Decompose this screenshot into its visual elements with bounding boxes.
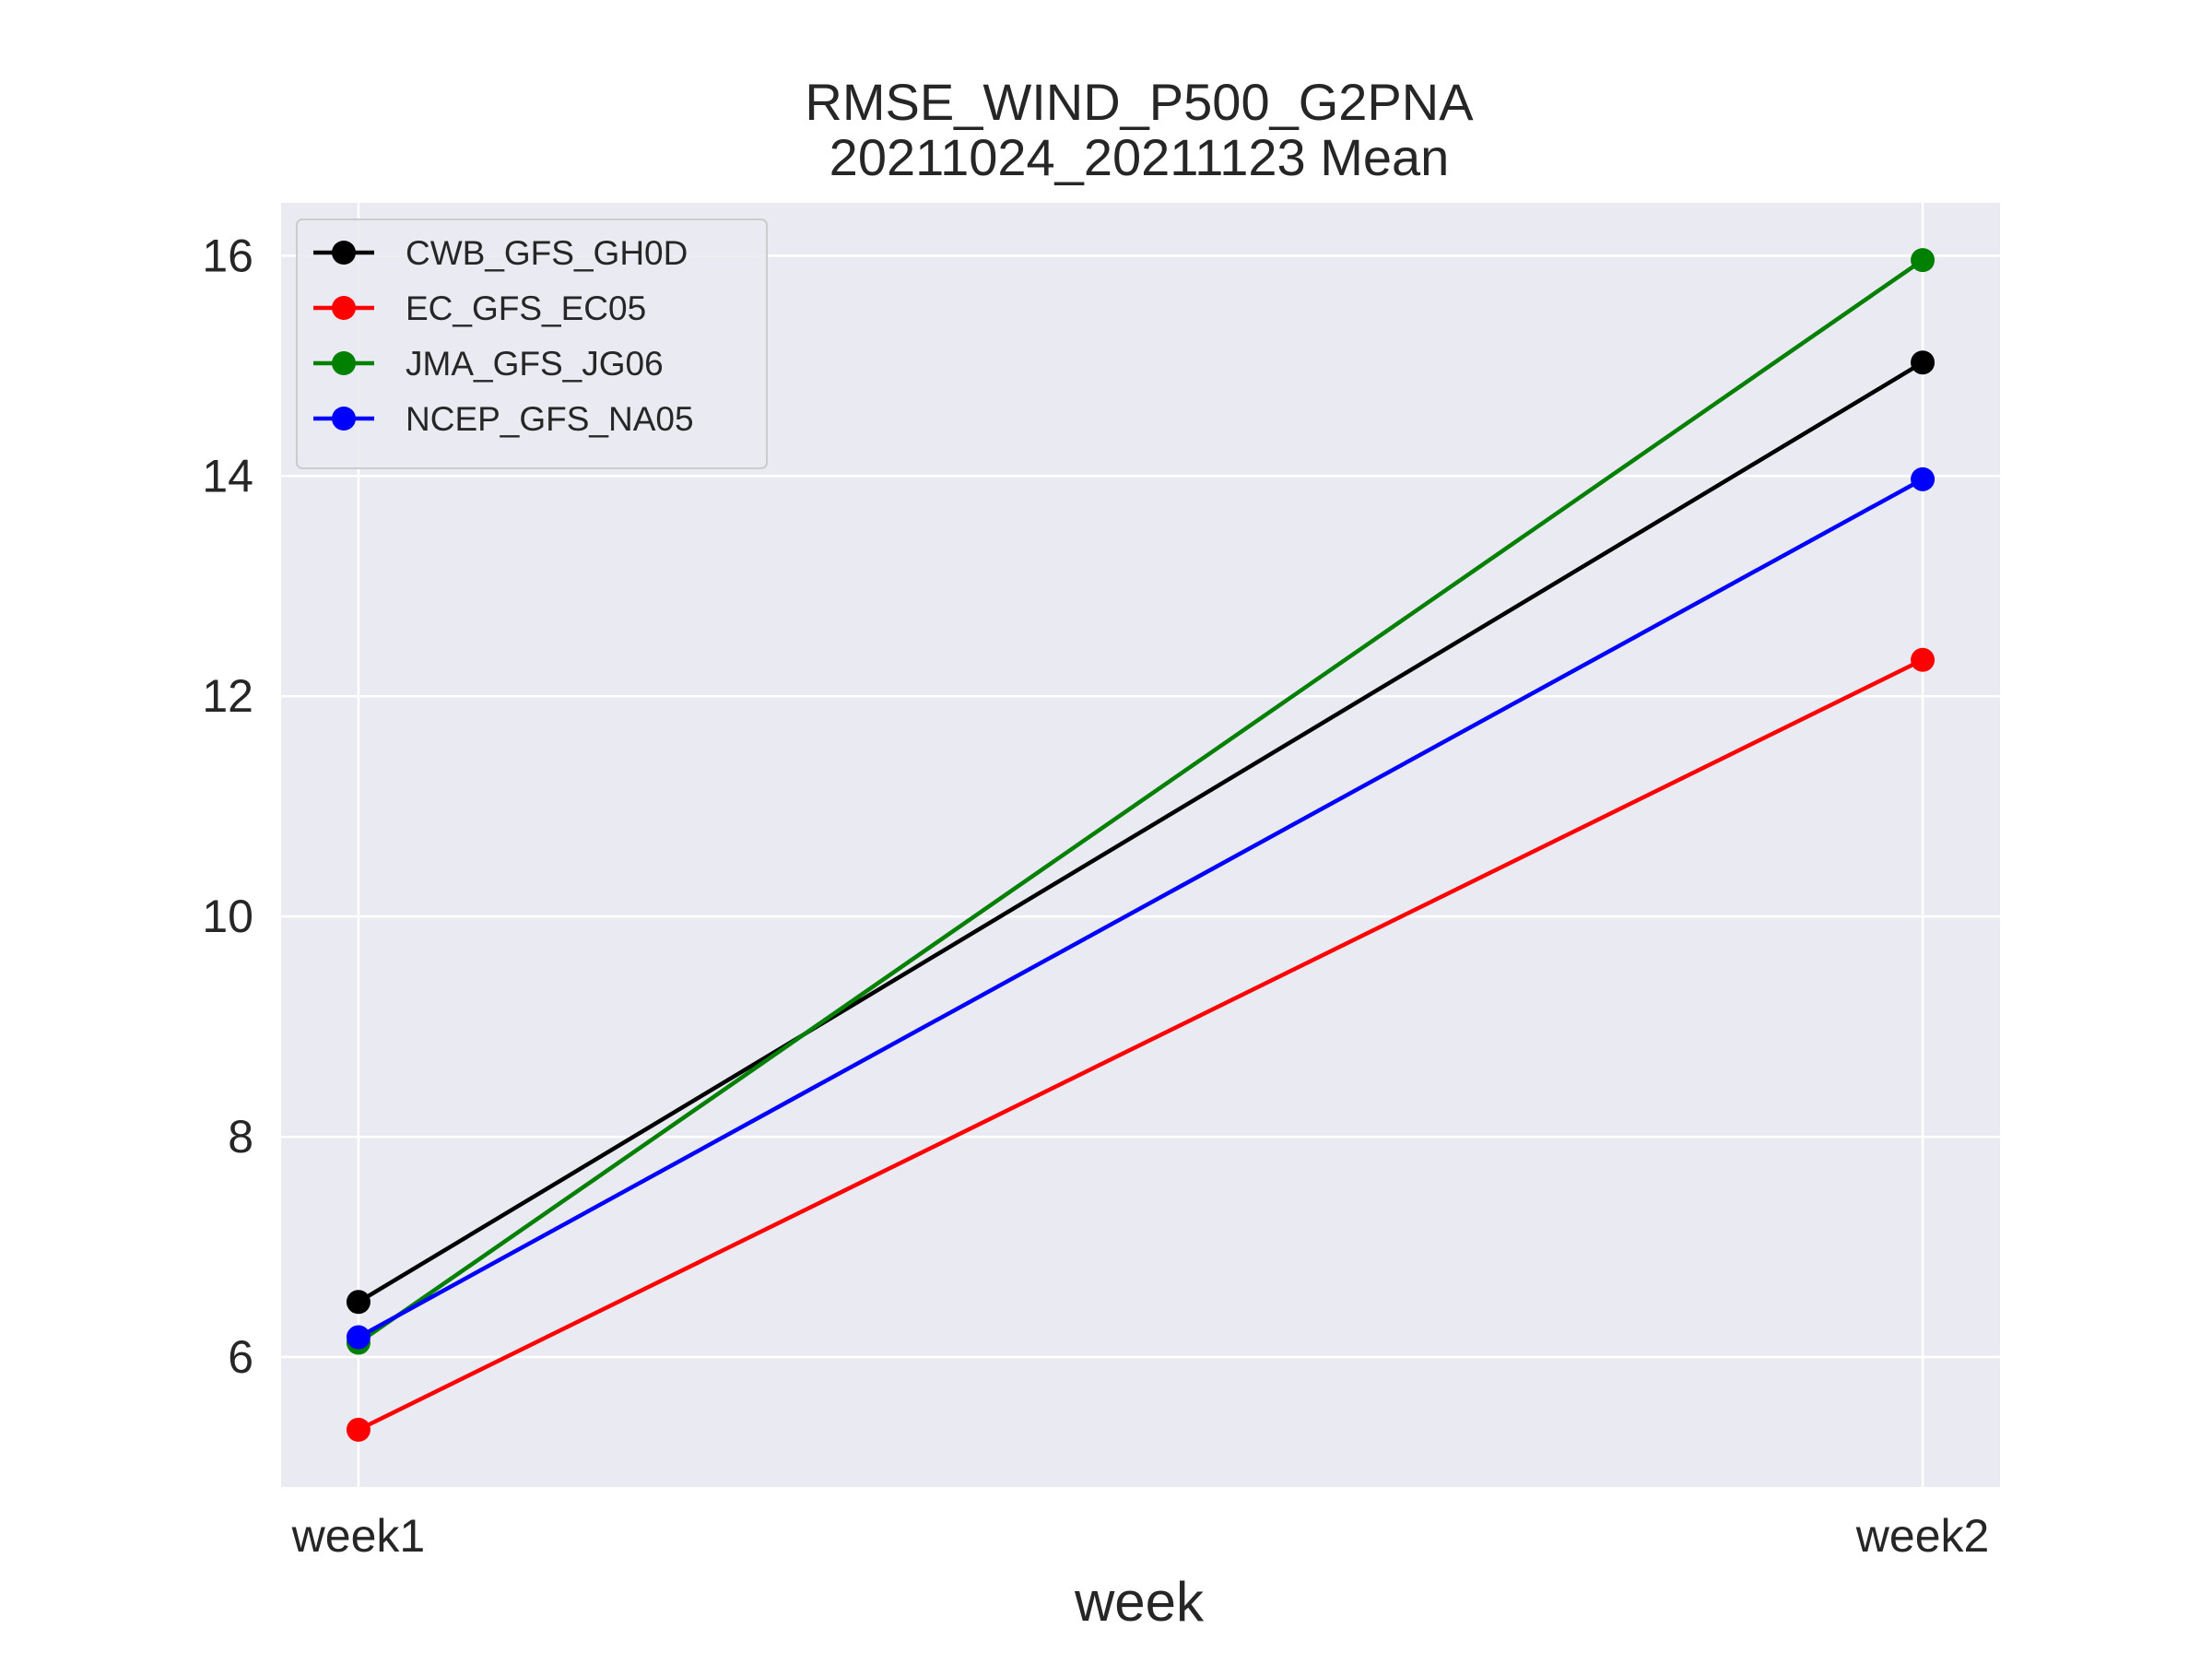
legend-label: NCEP_GFS_NA05 bbox=[406, 400, 694, 438]
legend-marker bbox=[332, 351, 356, 375]
series-line bbox=[357, 477, 1924, 1339]
series-point bbox=[1911, 248, 1936, 273]
series-line bbox=[357, 360, 1924, 1304]
x-tick-label: week1 bbox=[291, 1510, 426, 1562]
x-tick-label: week2 bbox=[1855, 1510, 1990, 1562]
legend-label: JMA_GFS_JG06 bbox=[406, 345, 664, 383]
legend-label: EC_GFS_EC05 bbox=[406, 289, 646, 327]
chart-title: RMSE_WIND_P500_G2PNA bbox=[805, 73, 1474, 131]
legend-box bbox=[296, 218, 768, 469]
chart-subtitle: 20211024_20211123 Mean bbox=[830, 128, 1450, 186]
y-tick-label: 8 bbox=[228, 1111, 253, 1162]
legend-marker bbox=[332, 296, 356, 320]
legend-marker bbox=[332, 407, 356, 431]
y-tick-label: 14 bbox=[202, 450, 253, 502]
series-point bbox=[1911, 647, 1936, 672]
series-point bbox=[346, 1325, 371, 1350]
series-point bbox=[1911, 466, 1936, 491]
x-axis-label: week bbox=[1074, 1571, 1205, 1633]
y-tick-label: 6 bbox=[228, 1331, 253, 1383]
y-tick-label: 16 bbox=[202, 230, 253, 281]
series-point bbox=[346, 1290, 371, 1315]
y-tick-label: 12 bbox=[202, 670, 253, 722]
legend-marker bbox=[332, 241, 356, 265]
legend-label: CWB_GFS_GH0D bbox=[406, 234, 688, 272]
y-tick-label: 10 bbox=[202, 891, 253, 942]
series-point bbox=[1911, 350, 1936, 375]
series-point bbox=[346, 1417, 371, 1442]
series-line bbox=[357, 258, 1924, 1345]
series-line bbox=[357, 657, 1924, 1432]
